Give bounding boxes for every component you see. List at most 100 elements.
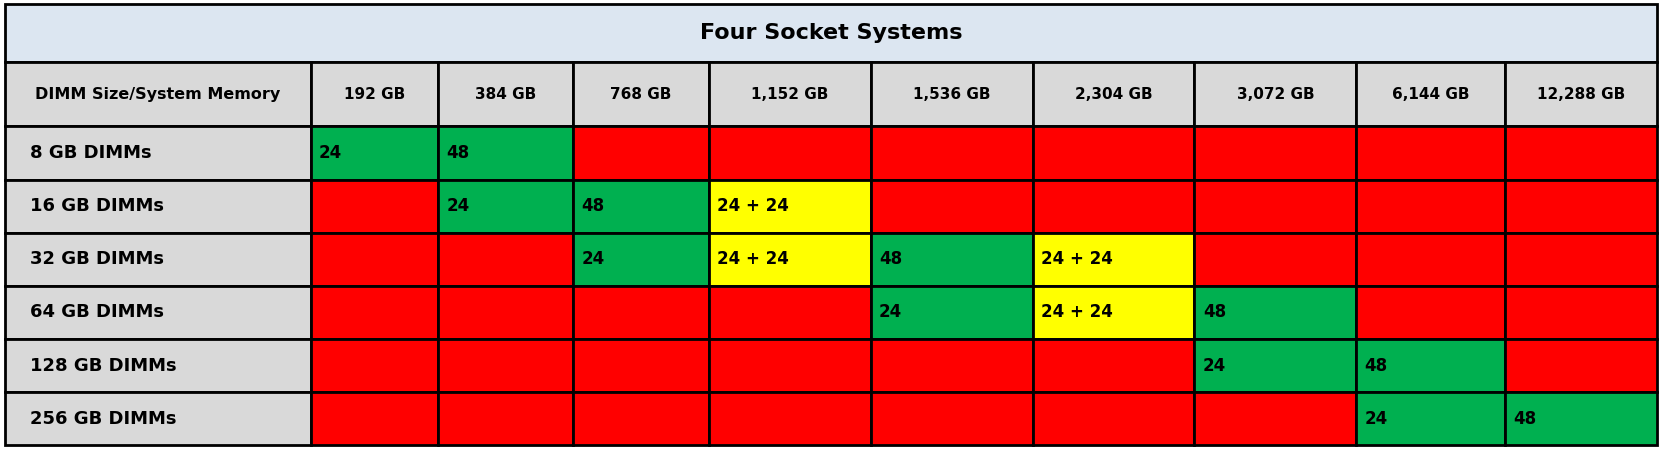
Bar — [871, 126, 1032, 180]
Bar — [5, 233, 311, 286]
Text: 24 + 24: 24 + 24 — [1040, 250, 1114, 269]
Bar — [573, 62, 708, 126]
Bar — [871, 339, 1032, 392]
Text: DIMM Size/System Memory: DIMM Size/System Memory — [35, 87, 281, 102]
Text: 24: 24 — [319, 144, 342, 162]
Bar — [708, 392, 871, 445]
Bar — [1195, 392, 1356, 445]
Bar — [871, 180, 1032, 233]
Text: 1,152 GB: 1,152 GB — [751, 87, 828, 102]
Bar — [1032, 233, 1195, 286]
Bar — [573, 392, 708, 445]
Text: 12,288 GB: 12,288 GB — [1537, 87, 1625, 102]
Bar — [1356, 126, 1506, 180]
Text: 24: 24 — [582, 250, 605, 269]
Bar — [437, 392, 573, 445]
Text: 6,144 GB: 6,144 GB — [1393, 87, 1469, 102]
Bar — [311, 286, 437, 339]
Bar — [1195, 339, 1356, 392]
Text: 384 GB: 384 GB — [475, 87, 537, 102]
Bar — [5, 286, 311, 339]
Text: 16 GB DIMMs: 16 GB DIMMs — [30, 197, 165, 215]
Bar — [708, 233, 871, 286]
Bar — [1032, 392, 1195, 445]
Bar — [5, 392, 311, 445]
Bar — [573, 180, 708, 233]
Text: 24: 24 — [1365, 410, 1388, 428]
Bar — [871, 233, 1032, 286]
Bar — [1032, 180, 1195, 233]
Bar — [437, 233, 573, 286]
Bar — [437, 180, 573, 233]
Bar — [1195, 126, 1356, 180]
Text: 24: 24 — [879, 304, 902, 321]
Bar — [871, 392, 1032, 445]
Text: 64 GB DIMMs: 64 GB DIMMs — [30, 304, 165, 321]
Bar — [871, 286, 1032, 339]
Text: 2,304 GB: 2,304 GB — [1075, 87, 1152, 102]
Bar — [1195, 180, 1356, 233]
Bar — [311, 233, 437, 286]
Bar — [437, 62, 573, 126]
Bar — [708, 339, 871, 392]
Text: 24: 24 — [445, 197, 469, 215]
Bar — [1506, 286, 1657, 339]
Bar — [1032, 126, 1195, 180]
Text: 24: 24 — [1203, 357, 1227, 374]
Bar — [1032, 62, 1195, 126]
Text: 24 + 24: 24 + 24 — [716, 250, 789, 269]
Bar — [1356, 286, 1506, 339]
Bar — [5, 339, 311, 392]
Bar — [1356, 339, 1506, 392]
Text: 192 GB: 192 GB — [344, 87, 406, 102]
Text: 1,536 GB: 1,536 GB — [912, 87, 991, 102]
Bar — [1356, 392, 1506, 445]
Bar — [573, 286, 708, 339]
Text: 32 GB DIMMs: 32 GB DIMMs — [30, 250, 165, 269]
Bar — [1506, 126, 1657, 180]
Bar — [437, 126, 573, 180]
Bar — [708, 62, 871, 126]
Bar — [311, 180, 437, 233]
Bar — [5, 62, 311, 126]
Text: 48: 48 — [1203, 304, 1227, 321]
Text: 128 GB DIMMs: 128 GB DIMMs — [30, 357, 176, 374]
Bar — [1356, 62, 1506, 126]
Text: 48: 48 — [879, 250, 902, 269]
Bar — [1032, 339, 1195, 392]
Text: 256 GB DIMMs: 256 GB DIMMs — [30, 410, 176, 428]
Text: 48: 48 — [1365, 357, 1388, 374]
Bar — [1506, 180, 1657, 233]
Text: 24 + 24: 24 + 24 — [716, 197, 789, 215]
Bar — [573, 126, 708, 180]
Bar — [1506, 392, 1657, 445]
Bar — [437, 339, 573, 392]
Text: 48: 48 — [582, 197, 605, 215]
Bar — [1032, 286, 1195, 339]
Bar — [1356, 233, 1506, 286]
Bar — [708, 286, 871, 339]
Bar — [1506, 233, 1657, 286]
Bar — [1195, 62, 1356, 126]
Text: 8 GB DIMMs: 8 GB DIMMs — [30, 144, 151, 162]
Bar — [437, 286, 573, 339]
Bar — [708, 180, 871, 233]
Text: Four Socket Systems: Four Socket Systems — [700, 23, 962, 43]
Bar — [5, 180, 311, 233]
Bar — [573, 339, 708, 392]
Text: 48: 48 — [1514, 410, 1536, 428]
Text: 24 + 24: 24 + 24 — [1040, 304, 1114, 321]
Bar — [311, 392, 437, 445]
Text: 48: 48 — [445, 144, 469, 162]
Bar — [5, 4, 1657, 62]
Bar — [311, 126, 437, 180]
Bar — [573, 233, 708, 286]
Bar — [1195, 286, 1356, 339]
Bar — [311, 339, 437, 392]
Bar — [1506, 62, 1657, 126]
Bar — [1356, 180, 1506, 233]
Bar — [708, 126, 871, 180]
Text: 768 GB: 768 GB — [610, 87, 671, 102]
Bar — [1506, 339, 1657, 392]
Bar — [5, 126, 311, 180]
